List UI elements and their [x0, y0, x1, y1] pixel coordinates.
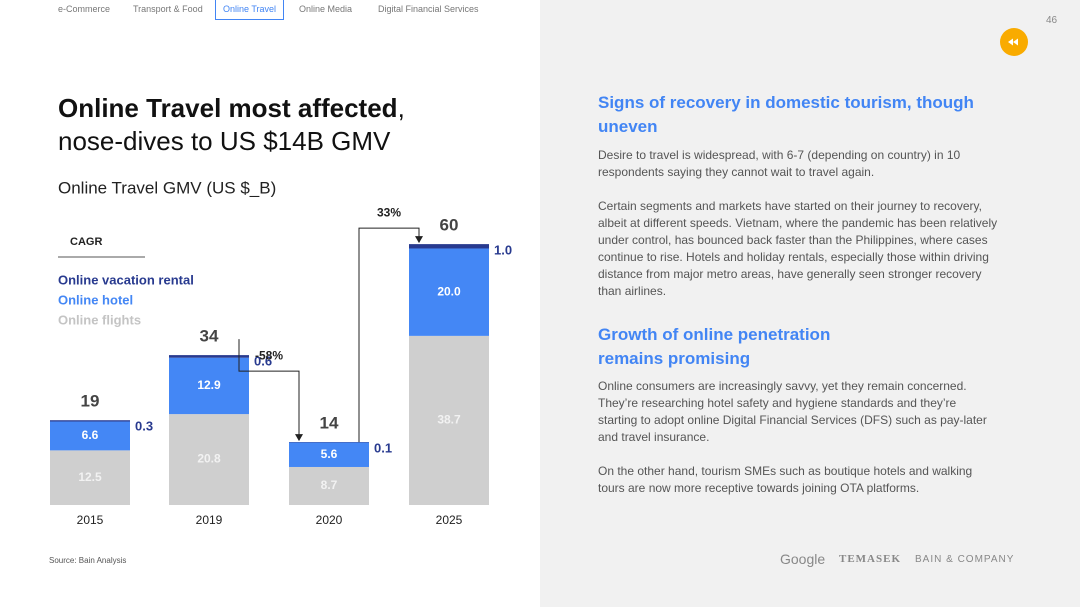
- bar-segment: [50, 420, 130, 422]
- value-label: 38.7: [437, 413, 461, 427]
- headline: Online Travel most affected, nose-dives …: [58, 92, 405, 158]
- source: Source: Bain Analysis: [49, 556, 127, 565]
- section: Signs of recovery in domestic tourism, t…: [598, 91, 998, 317]
- total-label: 19: [81, 392, 100, 411]
- headline-line: nose-dives to US $14B GMV: [58, 126, 391, 156]
- legend-entry: Online flights: [58, 312, 141, 327]
- section-heading: Growth of online penetration remains pro…: [598, 325, 831, 368]
- headline-bold: Online Travel most affected: [58, 93, 398, 123]
- page-number: 46: [1046, 15, 1058, 26]
- section-heading: Signs of recovery in domestic tourism, t…: [598, 93, 974, 136]
- legend-entry: Online hotel: [58, 292, 133, 307]
- chart-title: Online Travel GMV (US $_B): [58, 178, 276, 197]
- total-label: 60: [440, 216, 459, 235]
- value-label: 12.9: [197, 378, 221, 392]
- paragraph: Desire to travel is widespread, with 6-7…: [598, 148, 961, 179]
- bar-segment: [50, 450, 130, 505]
- tab[interactable]: Online Media: [299, 4, 353, 14]
- value-label: 6.6: [82, 428, 99, 442]
- paragraph: On the other hand, tourism SMEs such as …: [598, 464, 973, 495]
- bar-segment: [289, 442, 369, 467]
- logo: BAIN & COMPANY: [915, 554, 1015, 565]
- value-label: 0.1: [374, 441, 392, 456]
- right-panel: [540, 0, 1080, 607]
- bar-segment: [169, 414, 249, 505]
- logo: Google: [780, 551, 826, 567]
- bar-segment: [50, 421, 130, 451]
- logo: TEMASEK: [839, 553, 902, 565]
- value-label: 0.6: [254, 354, 272, 369]
- section-body: Online consumers are increasingly savvy,…: [598, 378, 998, 514]
- bar-segment: [289, 466, 369, 505]
- back-button[interactable]: [1000, 28, 1030, 58]
- cagr-label: 33%: [377, 205, 401, 219]
- bar-segment: [409, 248, 489, 336]
- bar-segment: [169, 355, 249, 358]
- total-label: 14: [320, 414, 339, 433]
- value-label: 0.3: [135, 419, 153, 434]
- legend-entry: Online vacation rental: [58, 272, 194, 287]
- cagr-arrow: [238, 339, 303, 442]
- paragraph: Online consumers are increasingly savvy,…: [598, 379, 987, 444]
- tab[interactable]: Transport & Food: [133, 4, 203, 14]
- value-label: 5.6: [321, 447, 338, 461]
- value-label: 8.7: [321, 478, 338, 492]
- section: Growth of online penetration remains pro…: [598, 323, 858, 379]
- x-tick-label: 2025: [436, 513, 463, 527]
- value-label: 12.5: [78, 470, 102, 484]
- x-tick-label: 2019: [196, 513, 223, 527]
- cagr-arrow: [358, 227, 423, 443]
- bar-segment: [409, 335, 489, 505]
- tab[interactable]: Digital Financial Services: [378, 4, 479, 14]
- bar-segment: [169, 357, 249, 415]
- tab[interactable]: Online Travel: [215, 0, 285, 20]
- legend-title: CAGR: [70, 236, 102, 248]
- total-label: 34: [200, 327, 219, 346]
- x-tick-label: 2015: [77, 513, 104, 527]
- tab[interactable]: e-Commerce: [58, 4, 111, 14]
- value-label: 1.0: [494, 243, 512, 258]
- bar-segment: [409, 244, 489, 249]
- value-label: 20.0: [437, 284, 461, 298]
- cagr-label: -58%: [255, 348, 283, 362]
- chart: Online Travel GMV (US $_B) CAGR 12.5 6.6 0…: [50, 178, 512, 527]
- headline-comma: ,: [397, 93, 405, 123]
- x-tick-label: 2020: [316, 513, 343, 527]
- value-label: 20.8: [197, 452, 221, 466]
- paragraph: Certain segments and markets have starte…: [598, 199, 998, 298]
